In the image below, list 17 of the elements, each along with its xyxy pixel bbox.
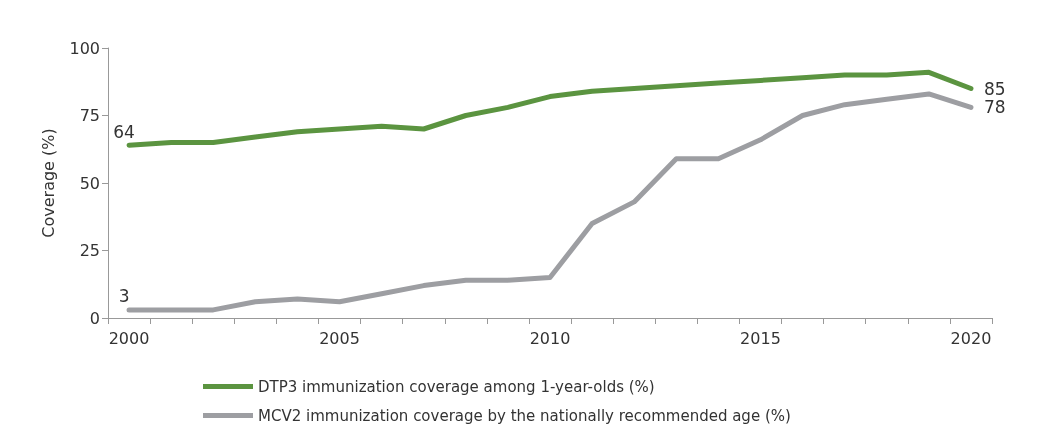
data-label: 85	[983, 78, 1006, 99]
legend-label: DTP3 immunization coverage among 1-year-olds (%)	[258, 377, 655, 396]
y-tick-label: 100	[69, 38, 100, 58]
y-axis-title: Coverage (%)	[38, 128, 58, 238]
data-label: 78	[983, 97, 1006, 118]
y-tick-label: 50	[79, 173, 100, 193]
y-tick-label: 75	[79, 106, 100, 125]
data-label: 64	[113, 121, 135, 142]
data-label: 3	[118, 286, 130, 307]
x-tick-label: 2015	[740, 328, 781, 348]
x-tick-label: 2005	[319, 328, 360, 348]
x-tick-label: 2020	[950, 328, 992, 348]
y-tick-label: 0	[89, 308, 100, 328]
y-tick-label: 25	[79, 241, 100, 260]
legend-label: MCV2 immunization coverage by the nationally recommended age (%)	[258, 406, 791, 425]
x-tick-label: 2000	[108, 328, 150, 348]
x-tick-label: 2010	[529, 328, 571, 348]
